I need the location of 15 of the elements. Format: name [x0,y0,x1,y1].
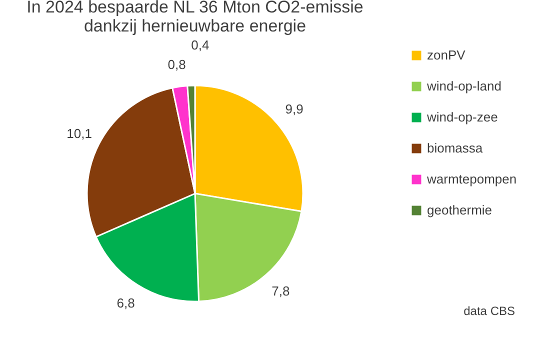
text: dankzij hernieuwbare energie [84,16,306,36]
data-label: 9,9 [285,102,304,117]
data-label: 0,8 [168,56,186,72]
legend-label: biomassa [427,140,484,156]
legend-label: wind-op-land [426,78,502,94]
legend-label: geothermie [427,202,492,218]
data-label: 6,8 [116,296,135,311]
legend-label: wind-op-zee [426,110,498,124]
legend-label: warmtepompen [426,172,517,186]
legend-label: zonPV [427,48,466,62]
text: In 2024 bespaarde NL 36 Mton CO2-emissie [26,0,364,17]
data-label: 10,1 [66,126,92,142]
data-label: 0,4 [191,38,210,53]
data-label: 7,8 [272,283,290,298]
text: data CBS [464,304,515,318]
